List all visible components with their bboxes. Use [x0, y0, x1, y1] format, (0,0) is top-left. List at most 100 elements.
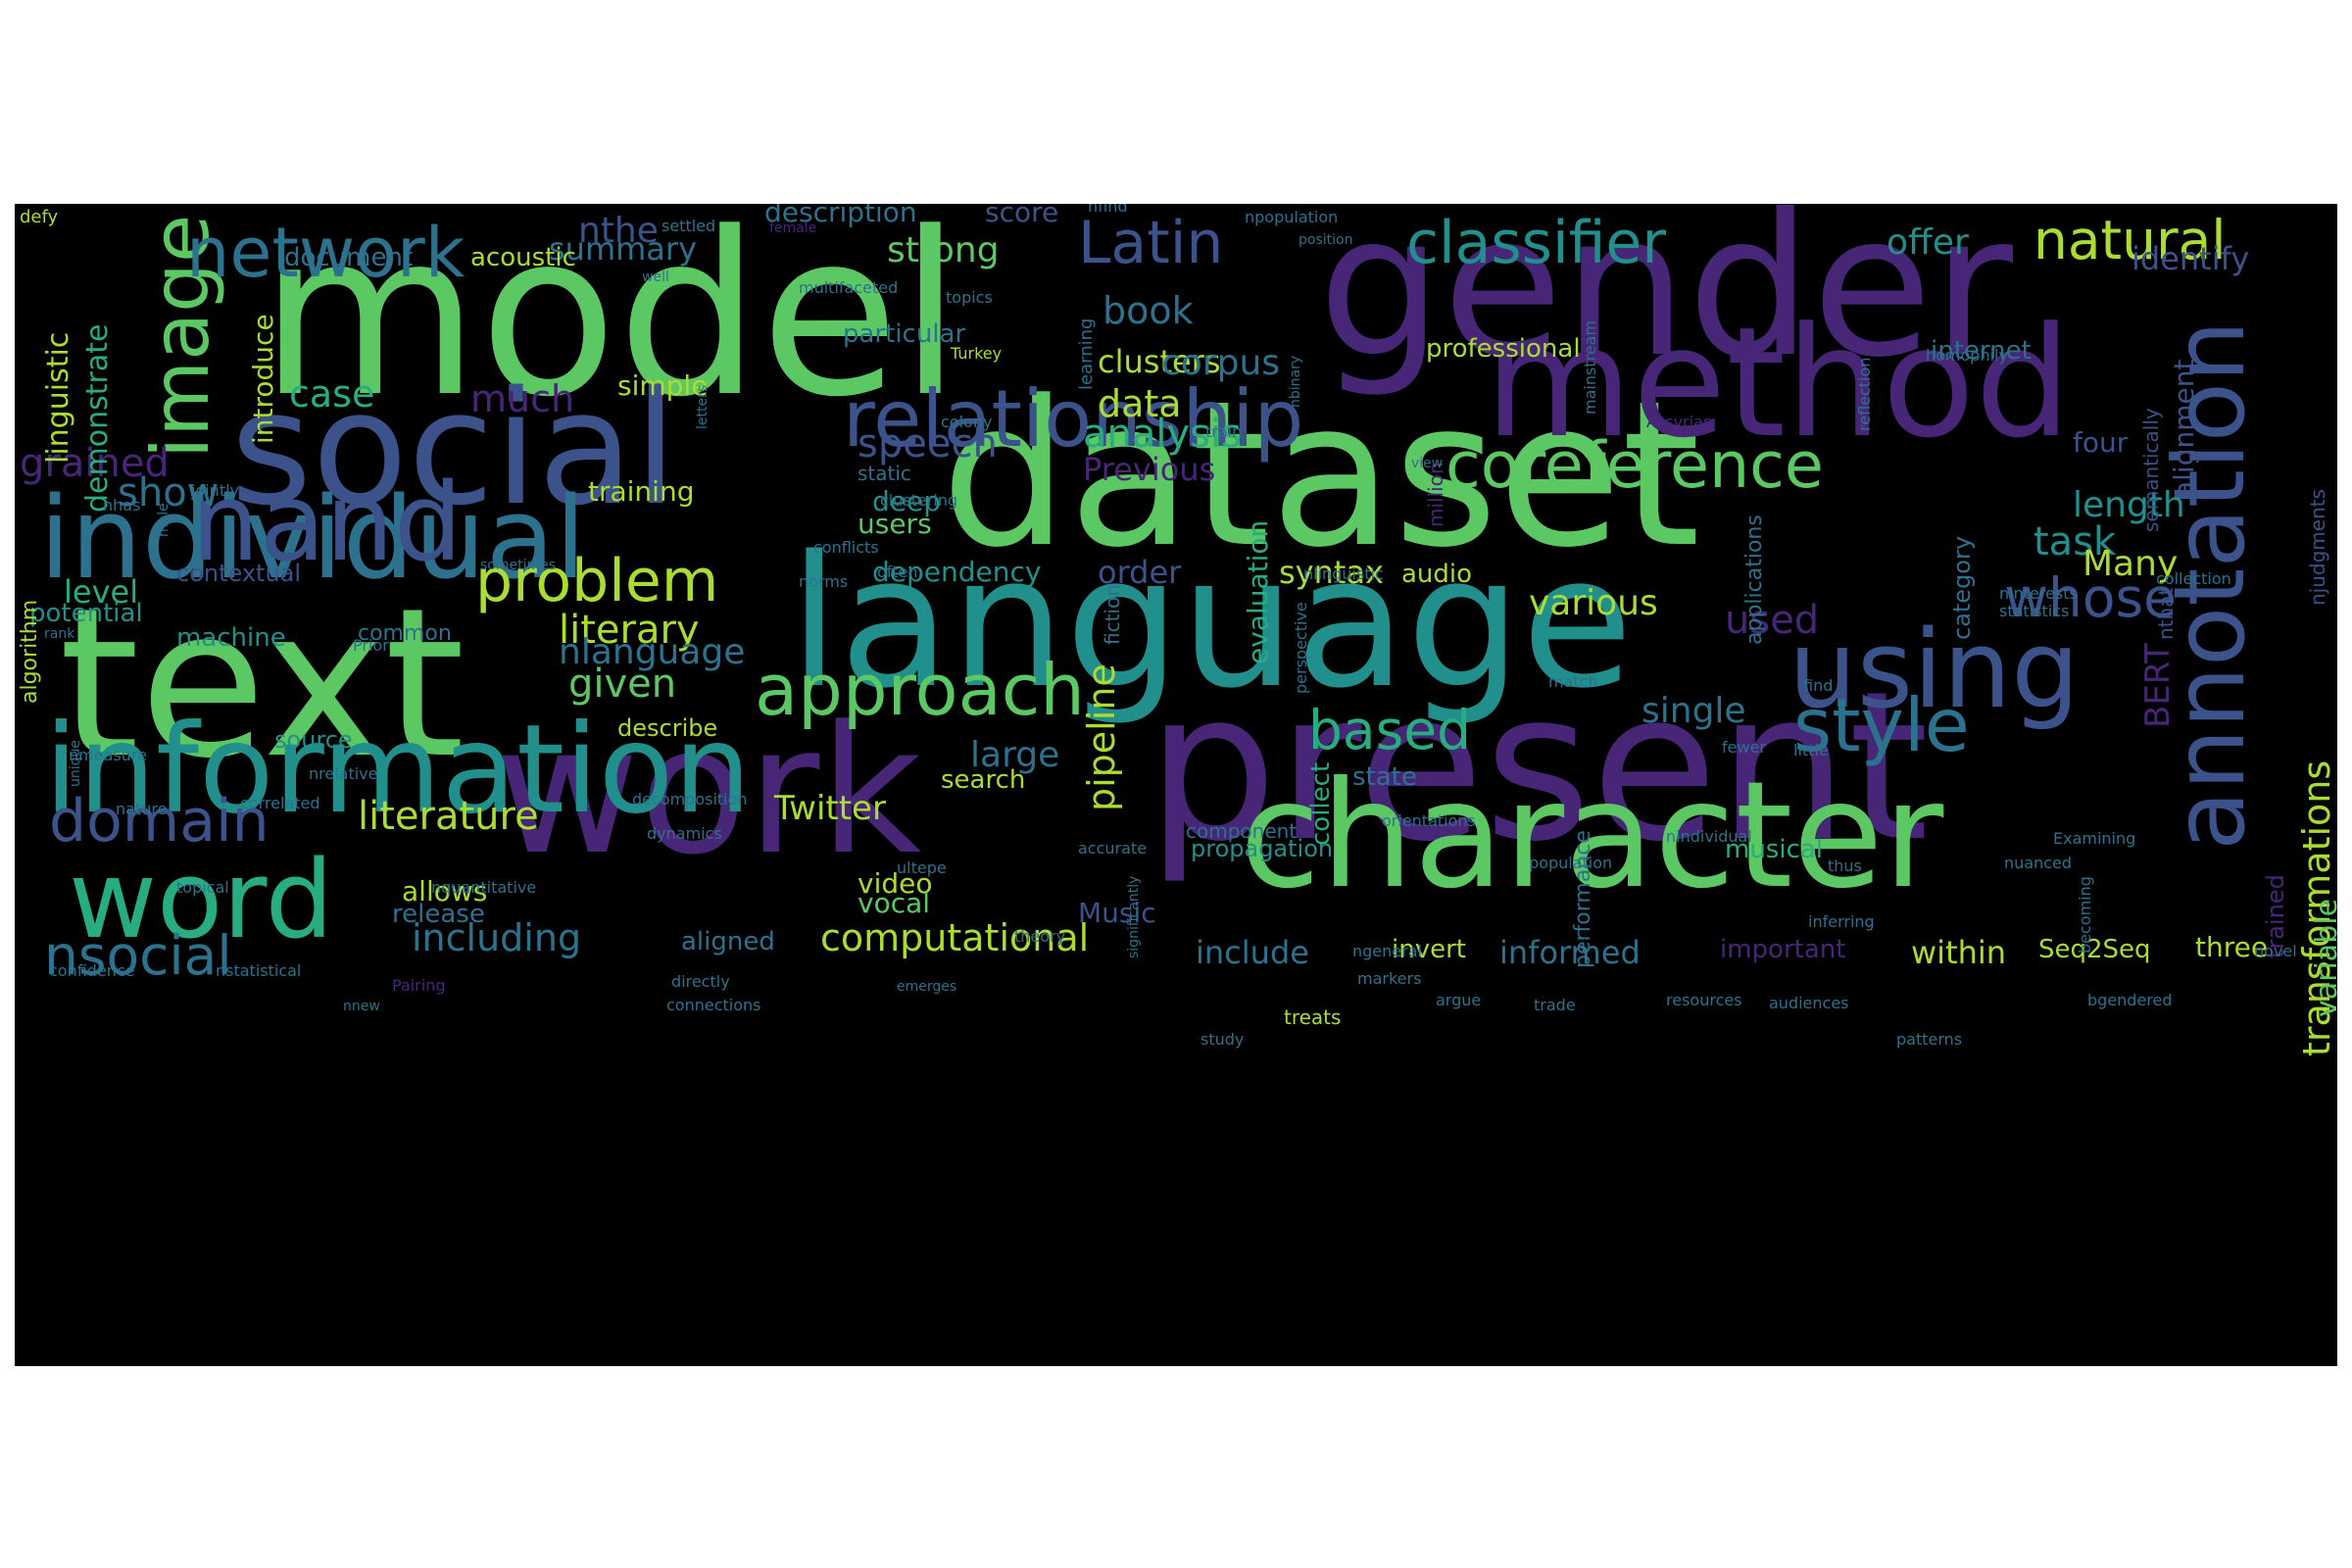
cloud-word: literature	[358, 794, 539, 839]
cloud-word: description	[764, 204, 917, 228]
cloud-word: literary	[559, 608, 700, 653]
cloud-word: decomposition	[632, 790, 748, 808]
cloud-word: treats	[1284, 1005, 1342, 1029]
cloud-word: given	[568, 662, 677, 707]
cloud-word: Latin	[1078, 209, 1224, 277]
cloud-word: text	[59, 564, 466, 804]
cloud-word: well	[642, 270, 669, 285]
cloud-word: used	[1725, 598, 1820, 643]
cloud-word: statistics	[1999, 602, 2070, 620]
cloud-word: semantically	[2139, 408, 2163, 532]
cloud-word: speech	[858, 421, 998, 466]
cloud-word: source	[274, 726, 353, 754]
cloud-word: nstatistical	[216, 961, 302, 980]
cloud-word: pipeline	[1080, 663, 1123, 811]
cloud-word: corpus	[1161, 343, 1281, 383]
cloud-word: nquantitative	[431, 878, 537, 897]
cloud-word: simple	[617, 369, 709, 402]
cloud-word: novel	[2254, 942, 2297, 960]
cloud-word: view	[1411, 456, 1444, 471]
cloud-word: common	[358, 621, 452, 646]
cloud-word: release	[392, 900, 485, 929]
cloud-word: position	[1298, 232, 1353, 248]
cloud-word: dataset	[941, 359, 1701, 592]
cloud-word: nthe	[578, 211, 659, 251]
cloud-word: relationship	[843, 373, 1304, 465]
cloud-word: based	[1308, 699, 1472, 761]
cloud-word: npopulation	[1245, 208, 1339, 226]
cloud-word: Prior	[353, 636, 389, 655]
cloud-word: musical	[1725, 835, 1824, 864]
cloud-word: accurate	[1078, 839, 1148, 858]
cloud-word: social	[230, 357, 678, 540]
cloud-word: perspective	[1292, 602, 1310, 694]
cloud-word: video	[858, 867, 933, 900]
cloud-word: word	[69, 837, 334, 962]
cloud-word: markers	[1357, 969, 1422, 988]
cloud-word: potential	[29, 599, 143, 628]
cloud-word: topical	[176, 878, 229, 897]
cloud-word: ninterests	[1999, 584, 2078, 603]
cloud-word: fiction	[1101, 584, 1124, 645]
cloud-word: coreference	[1446, 429, 1824, 503]
cloud-word: four	[2073, 426, 2129, 459]
cloud-word: data	[1098, 382, 1182, 425]
cloud-word: individual	[39, 473, 587, 605]
cloud-word: conflicts	[813, 538, 879, 557]
cloud-word: professional	[1426, 334, 1581, 364]
cloud-word: work	[495, 689, 922, 894]
cloud-word: Many	[2082, 544, 2179, 584]
cloud-word: state	[1352, 762, 1417, 792]
cloud-word: unique	[68, 739, 83, 787]
cloud-word: three	[2195, 931, 2269, 963]
cloud-word: nuanced	[2004, 854, 2073, 872]
cloud-word: approach	[755, 649, 1085, 731]
cloud-word: document	[284, 243, 414, 272]
cloud-word: particular	[843, 319, 966, 349]
cloud-word: invert	[1392, 935, 1466, 964]
cloud-word: order	[1098, 554, 1182, 591]
cloud-word: computational	[820, 916, 1090, 959]
cloud-word: dependency	[872, 556, 1042, 588]
cloud-word: variable	[2310, 898, 2337, 1017]
cloud-word: thus	[1828, 857, 1862, 875]
cloud-word: argue	[1436, 991, 1482, 1009]
cloud-word: language	[789, 516, 1634, 728]
cloud-word: nlinguistic	[1303, 564, 1384, 583]
cloud-word: contextual	[176, 560, 302, 587]
cloud-word: reflection	[1855, 357, 1874, 431]
cloud-word: nrelative	[309, 764, 378, 783]
cloud-word: nindividual	[1666, 827, 1752, 846]
cloud-word: audiences	[1769, 994, 1849, 1012]
cloud-word: search	[941, 765, 1026, 795]
cloud-word: much	[470, 377, 575, 420]
cloud-word: homophily	[1926, 346, 2008, 365]
cloud-word: identify	[2132, 240, 2250, 277]
cloud-word: fewer	[1722, 738, 1766, 757]
cloud-word: jointly	[191, 481, 240, 500]
cloud-word: Twitter	[774, 789, 886, 828]
cloud-word: train	[1205, 422, 1243, 441]
cloud-word: evaluation	[1242, 519, 1274, 664]
cloud-word: important	[1720, 935, 1846, 964]
cloud-word: network	[186, 213, 466, 293]
cloud-word: book	[1102, 289, 1194, 332]
cloud-word: machine	[176, 623, 286, 653]
cloud-word: natural	[2034, 209, 2227, 271]
cloud-word: nfind	[1088, 204, 1128, 216]
cloud-word: using	[1788, 607, 2081, 732]
cloud-word: users	[858, 508, 932, 540]
cloud-word: BERT	[2138, 643, 2178, 728]
cloud-word: match	[1548, 672, 1598, 691]
cloud-word: find	[1803, 676, 1834, 695]
cloud-word: model	[260, 204, 962, 447]
cloud-word: rank	[44, 626, 75, 642]
cloud-word: gender	[1318, 204, 2013, 401]
cloud-word: Assyrian	[1646, 413, 1714, 431]
cloud-word: show	[118, 470, 220, 515]
cloud-word: nnew	[343, 999, 380, 1014]
cloud-word: performance	[1571, 830, 1595, 968]
cloud-word: nature	[116, 800, 168, 818]
cloud-word: theory	[1014, 927, 1066, 946]
cloud-word: settled	[662, 217, 716, 235]
